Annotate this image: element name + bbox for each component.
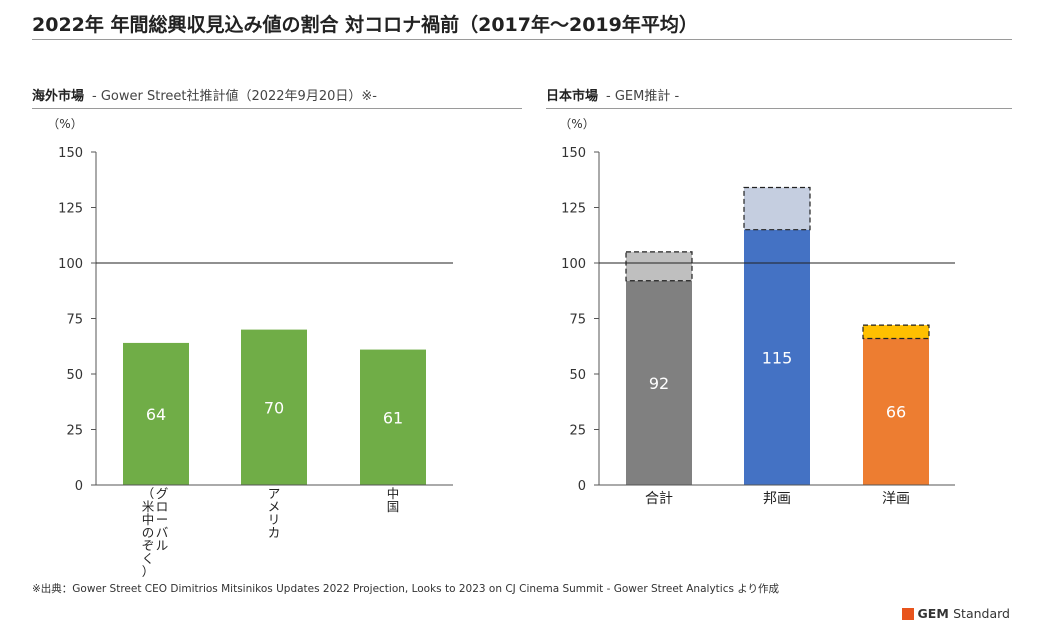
left-ytick-label: 0 [75,479,83,494]
right-category-label: 合計 [645,491,673,507]
right-bar-value-label: 66 [886,403,906,422]
left-category-label: （米中のぞく） [142,486,155,579]
left-panel-header: 海外市場 - Gower Street社推計値（2022年9月20日）※- [32,85,377,104]
left-category-label: アメリカ [268,486,281,540]
brand-mark-icon [901,607,914,620]
left-ytick-label: 75 [66,313,83,328]
brand-suffix: Standard [953,606,1010,621]
left-panel-divider [32,108,522,109]
right-panel-divider [546,108,1012,109]
right-bar-projection-segment [743,186,811,231]
right-category-label: 邦画 [763,491,791,507]
right-bar [863,338,929,485]
left-bar-value-label: 61 [383,408,403,427]
right-ytick-label: 100 [561,257,586,272]
left-bar [360,349,426,485]
left-ytick-label: 150 [58,146,83,161]
left-ytick-label: 50 [66,368,83,383]
brand-name: GEM [917,606,949,621]
right-bar-projection-segment [625,251,693,282]
left-bar-value-label: 70 [264,398,284,417]
left-bar-value-label: 64 [146,405,166,424]
left-ytick-label: 25 [66,424,83,439]
left-bar [241,329,307,485]
right-ytick-label: 150 [561,146,586,161]
left-panel-subtitle: - Gower Street社推計値（2022年9月20日）※- [92,89,377,104]
right-bar-value-label: 115 [762,348,793,367]
right-bar [626,280,692,485]
left-panel-title: 海外市場 [32,89,85,104]
left-ytick-label: 100 [58,257,83,272]
right-ytick-label: 0 [578,479,586,494]
right-ytick-label: 25 [569,424,586,439]
right-bar-value-label: 92 [649,374,669,393]
right-panel-subtitle: - GEM推計 - [606,89,680,104]
page-title: 2022年 年間総興収見込み値の割合 対コロナ禍前（2017年～2019年平均） [32,14,698,36]
source-note: ※出典：Gower Street CEO Dimitrios Mitsiniko… [32,583,780,595]
left-category-label: 中国 [387,486,400,514]
right-ytick-label: 75 [569,313,586,328]
right-bar [744,229,810,485]
brand-logo: GEM Standard [901,606,1010,621]
right-panel-header: 日本市場 - GEM推計 - [546,85,679,104]
right-bar-projection-segment [862,324,930,340]
left-bar [123,342,189,485]
left-unit-label: （%） [47,117,82,131]
right-ytick-label: 125 [561,202,586,217]
left-category-label: グローバル [156,486,169,553]
right-unit-label: （%） [559,117,594,131]
right-ytick-label: 50 [569,368,586,383]
title-divider [32,39,1012,40]
right-panel-title: 日本市場 [546,89,599,104]
left-ytick-label: 125 [58,202,83,217]
right-category-label: 洋画 [882,491,910,507]
